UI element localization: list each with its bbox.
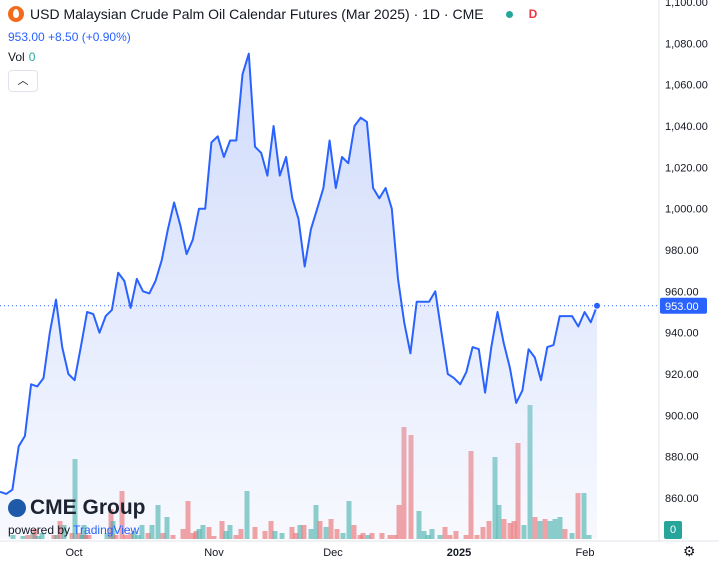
powered-by-text: powered by: [8, 523, 71, 537]
y-tick-label: 920.00: [665, 369, 699, 381]
x-tick-label: Nov: [204, 547, 224, 559]
y-tick-label: 900.00: [665, 410, 699, 422]
y-tick-label: 1,100.00: [665, 0, 708, 9]
chart-header: USD Malaysian Crude Palm Oil Calendar Fu…: [8, 6, 537, 22]
flame-icon: [8, 6, 24, 22]
y-tick-label: 980.00: [665, 245, 699, 257]
last-price-label-bg: [660, 297, 707, 314]
delayed-badge[interactable]: D: [528, 7, 538, 21]
last-price-marker: [593, 301, 601, 310]
symbol-title[interactable]: USD Malaysian Crude Palm Oil Calendar Fu…: [30, 6, 484, 22]
y-tick-label: 960.00: [665, 286, 699, 298]
y-tick-label: 1,040.00: [665, 121, 708, 133]
last-price-label: 953.00: [665, 301, 699, 313]
volume-label: Vol: [8, 50, 25, 64]
x-tick-label: 2025: [447, 547, 471, 559]
volume-value: 0: [28, 50, 36, 64]
chevron-up-icon: ︿: [17, 75, 29, 87]
brand-name: CME Group: [30, 496, 146, 519]
y-tick-label: 1,020.00: [665, 162, 708, 174]
market-status-icon: [505, 10, 513, 18]
price-area-fill: [0, 53, 597, 539]
y-tick-label: 940.00: [665, 328, 699, 340]
volume-axis-label: 0: [664, 521, 682, 539]
y-tick-label: 1,000.00: [665, 204, 708, 216]
y-tick-label: 1,060.00: [665, 80, 708, 92]
price-line: [0, 52, 598, 495]
x-tick-label: Dec: [323, 547, 343, 559]
x-tick-label: Oct: [65, 547, 82, 559]
settings-gear-icon[interactable]: ⚙: [683, 543, 696, 559]
x-tick-label: Feb: [576, 547, 595, 559]
y-tick-label: 1,080.00: [665, 38, 708, 50]
y-tick-label: 880.00: [665, 452, 699, 464]
cme-globe-icon: [8, 499, 26, 517]
y-tick-label: 860.00: [665, 493, 699, 505]
price-change: 953.00 +8.50 (+0.90%): [8, 30, 131, 44]
tradingview-link[interactable]: TradingView: [73, 523, 140, 537]
cme-logo: CME Group powered by TradingView: [8, 496, 146, 537]
collapse-legend-button[interactable]: ︿: [8, 70, 38, 92]
volume-legend: Vol 0: [8, 50, 35, 64]
